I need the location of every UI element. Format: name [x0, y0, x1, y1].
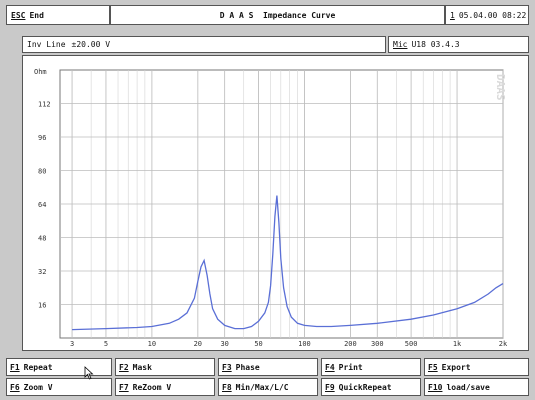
chart-panel: [22, 55, 529, 351]
f7-key-label: F7: [119, 382, 129, 392]
esc-end-label: End: [29, 10, 44, 20]
mouse-cursor-icon: [84, 366, 94, 380]
esc-key-label: ESC: [11, 10, 26, 20]
mic-key-label: Mic: [393, 40, 408, 49]
datetime-value: 05.04.00 08:22: [458, 10, 527, 20]
esc-end-button[interactable]: ESC End: [6, 5, 110, 25]
f10-load-save-button[interactable]: F10 load/save: [424, 378, 529, 396]
f7-rezoom-v-button[interactable]: F7 ReZoom V: [115, 378, 215, 396]
line-level-field: Inv Line ±20.00 V: [22, 36, 386, 53]
f8-label: Min/Max/L/C: [235, 382, 289, 392]
f3-phase-button[interactable]: F3 Phase: [218, 358, 318, 376]
f2-mask-button[interactable]: F2 Mask: [115, 358, 215, 376]
f1-label: Repeat: [23, 362, 53, 372]
f3-label: Phase: [235, 362, 260, 372]
f10-label: load/save: [446, 382, 490, 392]
f7-label: ReZoom V: [132, 382, 172, 392]
f2-label: Mask: [132, 362, 152, 372]
f8-key-label: F8: [222, 382, 232, 392]
f9-label: QuickRepeat: [338, 382, 392, 392]
f9-quickrepeat-button[interactable]: F9 QuickRepeat: [321, 378, 421, 396]
mic-value: U18 03.4.3: [411, 40, 460, 49]
f3-key-label: F3: [222, 362, 232, 372]
f1-key-label: F1: [10, 362, 20, 372]
f9-key-label: F9: [325, 382, 335, 392]
line-level-value: ±20.00 V: [71, 40, 111, 49]
f10-key-label: F10: [428, 382, 443, 392]
window-title: D A A S Impedance Curve: [110, 5, 445, 25]
f5-key-label: F5: [428, 362, 438, 372]
f6-label: Zoom V: [23, 382, 53, 392]
window-title-text: D A A S Impedance Curve: [219, 10, 336, 20]
f4-key-label: F4: [325, 362, 335, 372]
f4-print-button[interactable]: F4 Print: [321, 358, 421, 376]
f5-label: Export: [441, 362, 471, 372]
f4-label: Print: [338, 362, 363, 372]
datetime-display: 1 05.04.00 08:22: [445, 5, 529, 25]
datetime-key-label: 1: [450, 10, 455, 20]
f2-key-label: F2: [119, 362, 129, 372]
line-level-label: Inv Line: [27, 40, 66, 49]
mic-field: Mic U18 03.4.3: [388, 36, 529, 53]
f6-key-label: F6: [10, 382, 20, 392]
f1-repeat-button[interactable]: F1 Repeat: [6, 358, 112, 376]
f5-export-button[interactable]: F5 Export: [424, 358, 529, 376]
f6-zoom-v-button[interactable]: F6 Zoom V: [6, 378, 112, 396]
f8-minmax-button[interactable]: F8 Min/Max/L/C: [218, 378, 318, 396]
